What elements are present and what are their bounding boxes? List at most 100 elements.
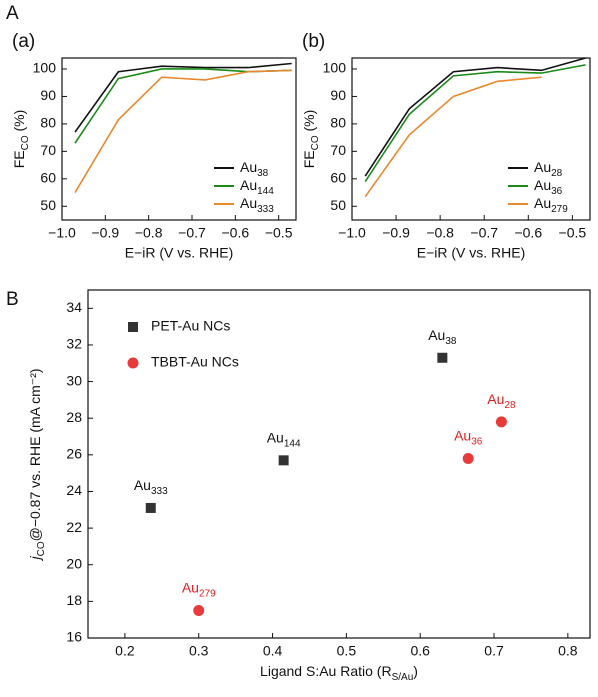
y-axis-label-part: FE bbox=[301, 150, 317, 168]
point-label-part: 28 bbox=[504, 400, 516, 411]
point-label: Au279 bbox=[182, 579, 216, 599]
legend-swatch bbox=[128, 322, 138, 332]
y-tick-label: 30 bbox=[66, 372, 82, 388]
y-tick-label: 80 bbox=[330, 115, 346, 131]
x-tick-label: −0.5 bbox=[265, 225, 293, 241]
legend-label: Au333 bbox=[240, 195, 274, 215]
point-label-part: 279 bbox=[199, 589, 216, 600]
x-axis-label: E−iR (V vs. RHE) bbox=[125, 245, 234, 261]
series-line bbox=[364, 57, 586, 177]
point-label-part: Au bbox=[428, 326, 445, 342]
point-label-part: Au bbox=[267, 429, 284, 445]
x-axis-label-part: ) bbox=[413, 663, 418, 679]
point-label: Au36 bbox=[454, 427, 483, 447]
y-tick-label: 50 bbox=[330, 197, 346, 213]
y-tick-label: 90 bbox=[330, 87, 346, 103]
x-tick-label: −1.0 bbox=[338, 225, 366, 241]
legend-label-part: Au bbox=[240, 177, 257, 193]
y-tick-label: 50 bbox=[40, 197, 56, 213]
series-line bbox=[74, 68, 292, 144]
point-label: Au28 bbox=[487, 391, 516, 411]
y-axis-label: jCO@−0.87 vs. RHE (mA cm⁻²) bbox=[27, 368, 47, 561]
y-tick-label: 24 bbox=[66, 482, 82, 498]
y-tick-label: 28 bbox=[66, 409, 82, 425]
plot-frame bbox=[61, 57, 297, 221]
point-label-part: 38 bbox=[445, 336, 457, 347]
point-label-part: 36 bbox=[471, 437, 483, 448]
x-tick-label: 0.5 bbox=[337, 643, 357, 659]
x-axis-label-part: S/Au bbox=[392, 672, 414, 683]
x-axis-label: E−iR (V vs. RHE) bbox=[417, 245, 526, 261]
x-tick-label: 0.2 bbox=[115, 643, 135, 659]
legend-label-part: 38 bbox=[257, 168, 269, 179]
x-tick-label: 0.8 bbox=[558, 643, 578, 659]
point bbox=[145, 502, 156, 513]
x-tick-label: −0.7 bbox=[470, 225, 498, 241]
figure-label: B bbox=[6, 289, 19, 310]
y-tick-label: 32 bbox=[66, 336, 82, 352]
legend-label: Au279 bbox=[534, 195, 568, 215]
x-tick-label: −0.6 bbox=[514, 225, 542, 241]
x-tick-label: −0.9 bbox=[382, 225, 410, 241]
point-label-part: Au bbox=[487, 391, 504, 407]
point-label-part: Au bbox=[454, 427, 471, 443]
y-axis-label-part: j bbox=[27, 556, 43, 562]
y-tick-label: 34 bbox=[66, 299, 82, 315]
point-label: Au38 bbox=[428, 326, 457, 346]
x-tick-label: −1.0 bbox=[48, 225, 76, 241]
y-axis-label-part: (%) bbox=[11, 110, 27, 136]
y-tick-label: 18 bbox=[66, 592, 82, 608]
legend-label-part: 144 bbox=[257, 186, 274, 197]
plot-frame bbox=[351, 57, 591, 221]
point bbox=[278, 455, 289, 466]
point-label-part: 144 bbox=[284, 438, 301, 449]
x-tick-label: −0.6 bbox=[222, 225, 250, 241]
legend-label-part: 279 bbox=[551, 204, 568, 215]
legend-label-part: 333 bbox=[257, 204, 274, 215]
point bbox=[437, 352, 448, 363]
point-label-part: 333 bbox=[151, 486, 168, 497]
x-tick-label: 0.4 bbox=[263, 643, 283, 659]
y-tick-label: 60 bbox=[330, 170, 346, 186]
point-label-part: Au bbox=[182, 579, 199, 595]
point-label-part: Au bbox=[134, 477, 151, 493]
legend-label: Au144 bbox=[240, 177, 274, 197]
legend-label-part: 36 bbox=[551, 186, 563, 197]
y-tick-label: 70 bbox=[330, 142, 346, 158]
y-axis-label-part: CO bbox=[20, 135, 31, 150]
y-tick-label: 100 bbox=[323, 60, 347, 76]
x-axis-label-part: Ligand S:Au Ratio (R bbox=[260, 663, 392, 679]
legend-label-part: Au bbox=[534, 195, 551, 211]
y-axis-label: FECO (%) bbox=[301, 110, 321, 169]
point-label: Au144 bbox=[267, 429, 301, 449]
y-tick-label: 22 bbox=[66, 519, 82, 535]
legend-swatch bbox=[127, 357, 139, 369]
panel-label: (a) bbox=[12, 31, 35, 52]
y-axis-label-part: CO bbox=[36, 541, 47, 556]
x-tick-label: −0.8 bbox=[135, 225, 163, 241]
x-tick-label: −0.5 bbox=[559, 225, 587, 241]
legend-label-part: Au bbox=[240, 195, 257, 211]
y-tick-label: 100 bbox=[33, 60, 57, 76]
y-tick-label: 16 bbox=[66, 629, 82, 645]
legend-label: Au36 bbox=[534, 177, 563, 197]
legend-label-part: Au bbox=[534, 159, 551, 175]
y-axis-label-part: FE bbox=[11, 150, 27, 168]
y-tick-label: 90 bbox=[40, 87, 56, 103]
point bbox=[495, 416, 507, 428]
x-tick-label: −0.8 bbox=[426, 225, 454, 241]
y-tick-label: 26 bbox=[66, 446, 82, 462]
point bbox=[193, 605, 205, 617]
x-tick-label: 0.3 bbox=[189, 643, 209, 659]
series-line bbox=[74, 62, 292, 133]
legend-label-part: 28 bbox=[551, 168, 563, 179]
y-axis-label-part: CO bbox=[310, 135, 321, 150]
y-axis-label-part: @−0.87 vs. RHE (mA cm⁻²) bbox=[27, 368, 43, 541]
plot-frame bbox=[87, 289, 591, 639]
y-axis-label-part: (%) bbox=[301, 110, 317, 136]
series-line bbox=[74, 69, 292, 193]
y-axis-label: FECO (%) bbox=[11, 110, 31, 169]
legend-label-part: Au bbox=[534, 177, 551, 193]
legend-label: Au38 bbox=[240, 159, 269, 179]
